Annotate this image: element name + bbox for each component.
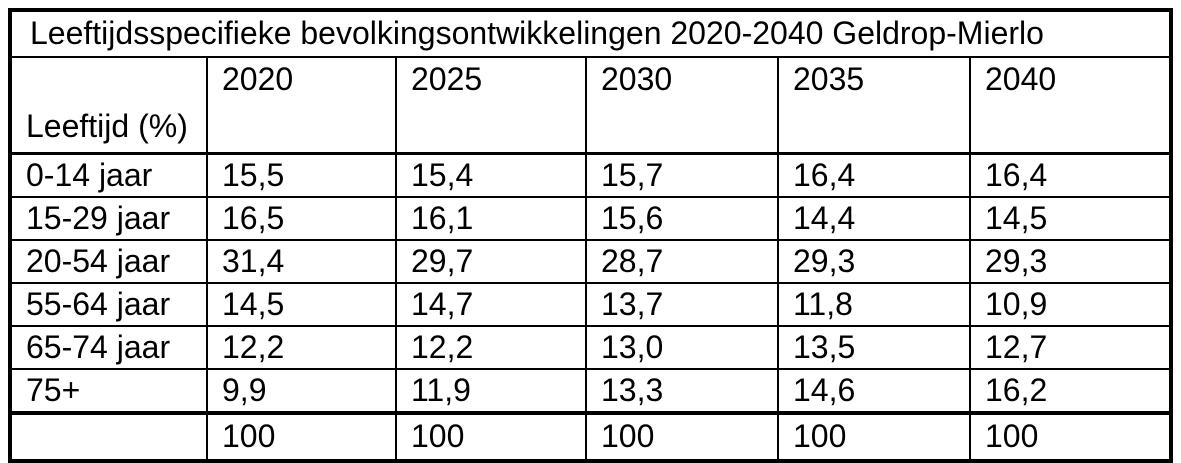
table-cell: 15,6 bbox=[585, 196, 779, 241]
table-cell: 11,8 bbox=[777, 282, 971, 327]
table-cell: 15,4 bbox=[395, 152, 587, 198]
table-row-20-54: 20-54 jaar 31,4 29,7 28,7 29,3 29,3 bbox=[9, 239, 1172, 284]
population-development-table: Leeftijdsspecifieke bevolkingsontwikkeli… bbox=[8, 8, 1173, 463]
row-label: 75+ bbox=[9, 368, 208, 414]
table-cell: 13,3 bbox=[585, 368, 779, 414]
table-cell: 16,4 bbox=[777, 152, 971, 198]
table-cell: 14,4 bbox=[777, 196, 971, 241]
table-cell: 14,7 bbox=[395, 282, 587, 327]
table-cell: 16,4 bbox=[969, 152, 1172, 198]
column-header-2040: 2040 bbox=[969, 56, 1172, 155]
column-header-leeftijd: Leeftijd (%) bbox=[9, 56, 208, 155]
table-row-15-29: 15-29 jaar 16,5 16,1 15,6 14,4 14,5 bbox=[9, 196, 1172, 241]
table-cell: 29,7 bbox=[395, 239, 587, 284]
table-cell: 29,3 bbox=[969, 239, 1172, 284]
table-cell: 13,5 bbox=[777, 325, 971, 370]
table-cell: 13,7 bbox=[585, 282, 779, 327]
table-row-0-14: 0-14 jaar 15,5 15,4 15,7 16,4 16,4 bbox=[9, 152, 1172, 198]
table-cell: 12,7 bbox=[969, 325, 1172, 370]
table-row-75-plus: 75+ 9,9 11,9 13,3 14,6 16,2 bbox=[9, 368, 1172, 414]
row-label: 65-74 jaar bbox=[9, 325, 208, 370]
table-cell: 29,3 bbox=[777, 239, 971, 284]
table-header-row: Leeftijd (%) 2020 2025 2030 2035 2040 bbox=[9, 56, 1172, 155]
table-cell: 16,2 bbox=[969, 368, 1172, 414]
table-title-row: Leeftijdsspecifieke bevolkingsontwikkeli… bbox=[9, 9, 1172, 58]
table-row-65-74: 65-74 jaar 12,2 12,2 13,0 13,5 12,7 bbox=[9, 325, 1172, 370]
total-cell: 100 bbox=[206, 411, 397, 462]
column-header-2030: 2030 bbox=[585, 56, 779, 155]
total-cell: 100 bbox=[395, 411, 587, 462]
column-header-2020: 2020 bbox=[206, 56, 397, 155]
total-cell: 100 bbox=[969, 411, 1172, 462]
row-label: 15-29 jaar bbox=[9, 196, 208, 241]
table-title: Leeftijdsspecifieke bevolkingsontwikkeli… bbox=[9, 9, 1172, 58]
total-cell: 100 bbox=[585, 411, 779, 462]
table-cell: 14,6 bbox=[777, 368, 971, 414]
row-label: 0-14 jaar bbox=[9, 152, 208, 198]
table-cell: 28,7 bbox=[585, 239, 779, 284]
table-cell: 14,5 bbox=[969, 196, 1172, 241]
table-cell: 12,2 bbox=[395, 325, 587, 370]
table-cell: 9,9 bbox=[206, 368, 397, 414]
row-label: 20-54 jaar bbox=[9, 239, 208, 284]
table-cell: 15,5 bbox=[206, 152, 397, 198]
table-cell: 11,9 bbox=[395, 368, 587, 414]
table-cell: 16,5 bbox=[206, 196, 397, 241]
table-total-row: 100 100 100 100 100 bbox=[9, 411, 1172, 462]
row-label: 55-64 jaar bbox=[9, 282, 208, 327]
table-cell: 16,1 bbox=[395, 196, 587, 241]
total-row-label bbox=[9, 411, 208, 462]
table-cell: 31,4 bbox=[206, 239, 397, 284]
total-cell: 100 bbox=[777, 411, 971, 462]
table-cell: 15,7 bbox=[585, 152, 779, 198]
table-cell: 14,5 bbox=[206, 282, 397, 327]
table-row-55-64: 55-64 jaar 14,5 14,7 13,7 11,8 10,9 bbox=[9, 282, 1172, 327]
column-header-2035: 2035 bbox=[777, 56, 971, 155]
table-cell: 10,9 bbox=[969, 282, 1172, 327]
column-header-2025: 2025 bbox=[395, 56, 587, 155]
table-cell: 12,2 bbox=[206, 325, 397, 370]
table-cell: 13,0 bbox=[585, 325, 779, 370]
